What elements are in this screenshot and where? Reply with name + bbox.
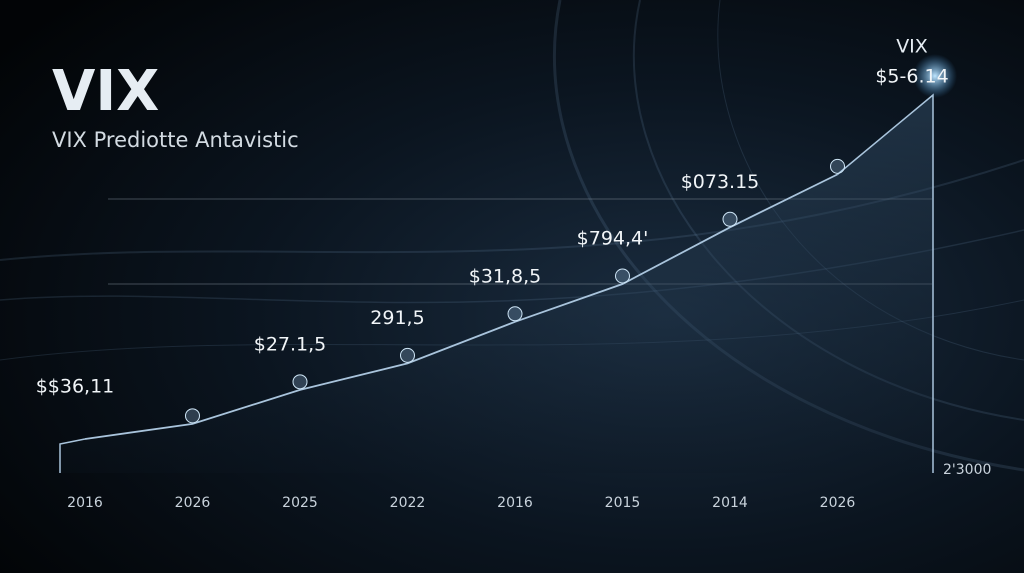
point: [722, 211, 738, 227]
axis-note: 2'3000: [943, 462, 991, 478]
point: [830, 158, 845, 174]
point-label: $27.1,5: [254, 333, 327, 355]
x-tick-label: 2022: [390, 495, 426, 511]
point: [615, 268, 630, 284]
point: [185, 408, 200, 424]
end-label: VIX: [896, 36, 928, 58]
x-tick-label: 2016: [67, 495, 103, 511]
x-tick-label: 2016: [497, 495, 533, 511]
point: [507, 306, 523, 322]
point-label: 291,5: [370, 307, 424, 329]
x-tick-label: 2015: [605, 495, 641, 511]
x-tick-label: 2026: [820, 495, 856, 511]
line: [84, 173, 838, 440]
point-label: $31,8,5: [469, 265, 542, 287]
area: [60, 95, 933, 473]
end-glow: [913, 54, 957, 98]
point-label: $073.15: [681, 171, 760, 193]
chart-title: VIX: [52, 59, 159, 124]
point-label: $794,4': [577, 228, 649, 250]
point: [292, 374, 308, 390]
end-value-label: $5-6.14: [875, 66, 948, 88]
x-tick-label: 2025: [282, 495, 318, 511]
point-label: $$36,11: [36, 375, 115, 397]
frame-line: [59, 93, 934, 473]
chart-subtitle: VIX Prediotte Antavistic: [52, 128, 299, 152]
x-tick-label: 2026: [175, 495, 211, 511]
x-tick-label: 2014: [712, 495, 748, 511]
point: [400, 347, 415, 363]
